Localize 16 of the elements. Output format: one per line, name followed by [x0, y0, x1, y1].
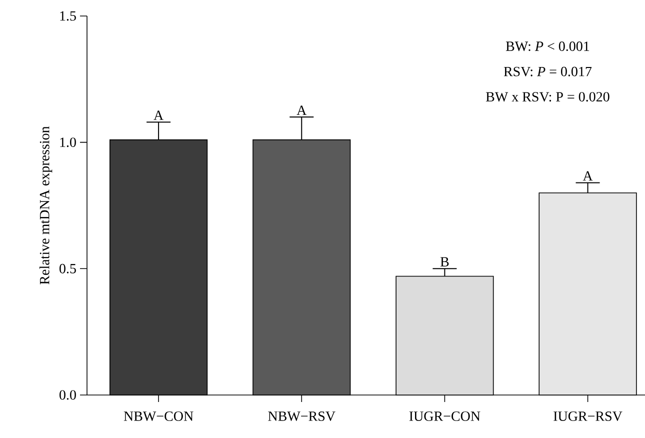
annotation: A [582, 171, 593, 181]
y-tick-label: 1.5 [60, 11, 76, 21]
annotation: B [440, 257, 449, 266]
annotation: A [296, 106, 307, 115]
x-tick-label: NBW−RSV [268, 412, 336, 421]
y-axis-title: Relative mtDNA expression [39, 126, 52, 284]
x-tick-label: NBW−CON [124, 412, 194, 421]
x-tick-label: IUGR−RSV [554, 412, 622, 421]
annotation: A [154, 110, 164, 120]
y-tick-label: 1.0 [60, 138, 76, 148]
y-tick-label: 0.0 [60, 390, 76, 400]
annotation: BW x RSV: P = 0.020 [486, 92, 610, 102]
annotation: RSV: P = 0.017 [504, 66, 592, 76]
x-tick-label: IUGR−CON [409, 412, 480, 421]
annotation: BW: P < 0.001 [506, 42, 590, 52]
y-tick-label: 0.5 [60, 264, 76, 274]
